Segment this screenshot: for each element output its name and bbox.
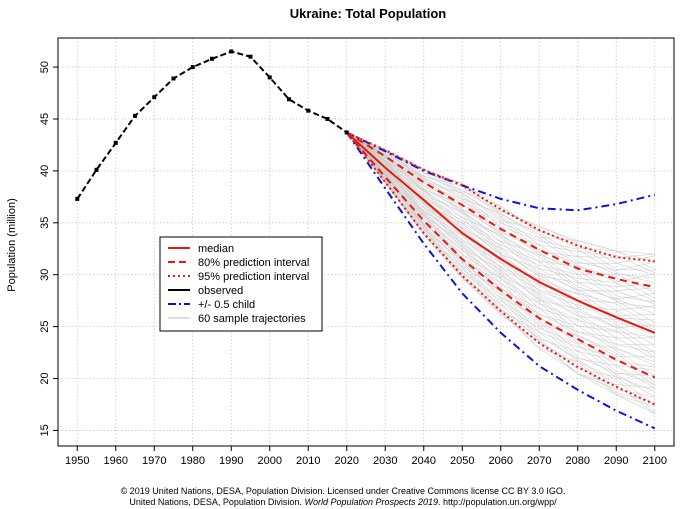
footer-citation-title: World Population Prospects 2019 [304,497,439,507]
sample-trajectory [346,132,655,303]
y-tick-label: 15 [39,424,51,436]
half-child-lower-line [345,131,656,430]
axes: 1950 1960 1970 1980 1990 2000 2010 2020 2030 2040… [39,37,675,467]
sample-trajectory [346,132,655,284]
observed-point [94,167,99,172]
sample-trajectory [346,132,655,291]
x-tick-label: 2020 [335,455,359,467]
sample-trajectory [346,132,655,263]
sample-trajectory [346,132,655,308]
sample-trajectory [346,132,655,329]
sample-trajectory [346,132,655,353]
footer-citation: United Nations, DESA, Population Divisio… [0,497,686,508]
x-tick-label: 2080 [566,455,590,467]
sample-trajectory [346,132,655,274]
sample-trajectory [346,132,655,302]
observed-point [287,97,291,102]
sample-trajectory [346,132,655,323]
observed-point [248,54,253,59]
x-tick-label: 1950 [65,455,89,467]
observed-point [267,75,272,80]
observed-point [229,49,234,54]
x-tick-label: 2100 [643,455,667,467]
x-tick-label: 2060 [489,455,513,467]
x-tick-label: 2070 [527,455,551,467]
sample-trajectory [346,132,655,389]
legend-label: 60 sample trajectories [198,313,306,325]
sample-trajectory [346,132,655,403]
footer-citation-suffix: . http://population.un.org/wpp/ [438,497,557,507]
observed-point [75,196,80,201]
pi95-upper-line [346,131,655,263]
pi95-lower-line [346,131,656,406]
x-tick-label: 2010 [296,455,320,467]
observed-point [113,140,118,145]
observed-point [171,76,176,81]
footer-citation-prefix: United Nations, DESA, Population Divisio… [129,497,302,507]
legend-label: 80% prediction interval [198,257,309,269]
x-tick-label: 2050 [450,455,474,467]
half-child-upper-line [346,131,656,212]
legend-label: +/- 0.5 child [198,299,255,311]
sample-trajectory [346,132,655,346]
observed-point [306,108,311,113]
legend-label: 95% prediction interval [198,271,309,283]
observed-line [76,50,348,200]
plot-frame [57,37,675,447]
x-tick-label: 1960 [104,455,128,467]
x-tick-label: 1980 [181,455,205,467]
sample-trajectory [346,132,655,360]
x-tick-label: 2040 [412,455,436,467]
footer: © 2019 United Nations, DESA, Population … [0,486,686,508]
y-tick-label: 45 [39,113,51,125]
pi80-lower-line [346,131,656,379]
y-tick-label: 25 [39,320,51,332]
observed-point [344,130,349,135]
sample-trajectory [346,132,655,358]
y-axis-label: Population (million) [6,198,18,292]
sample-trajectory [346,132,655,363]
sample-trajectory [346,132,655,311]
x-tick-label: 1990 [219,455,243,467]
legend: median 80% prediction interval 95% predict… [159,236,323,332]
pi80-upper-line [346,131,656,289]
observed-point [325,116,330,121]
observed-point [190,65,195,70]
y-tick-label: 50 [39,61,51,73]
legend-label: median [198,243,234,255]
x-tick-label: 2030 [373,455,397,467]
y-tick-label: 40 [39,165,51,177]
grid [58,38,674,446]
y-tick-label: 20 [39,372,51,384]
observed-point [152,95,157,100]
observed-point [210,56,214,61]
chart-title: Ukraine: Total Population [290,6,447,21]
sample-trajectory [346,132,655,392]
x-tick-label: 1970 [142,455,166,467]
y-tick-label: 35 [39,217,51,229]
sample-trajectory [346,132,655,387]
x-tick-label: 2090 [604,455,628,467]
sample-trajectory [346,132,655,334]
y-tick-label: 30 [39,269,51,281]
legend-label: observed [198,285,243,297]
median-line [346,131,656,334]
footer-copyright: © 2019 United Nations, DESA, Population … [120,486,566,496]
legend-box [159,236,323,332]
sample-trajectory [346,132,655,315]
x-tick-label: 2000 [258,455,282,467]
observed-point [133,113,137,118]
series-lines [75,49,656,430]
